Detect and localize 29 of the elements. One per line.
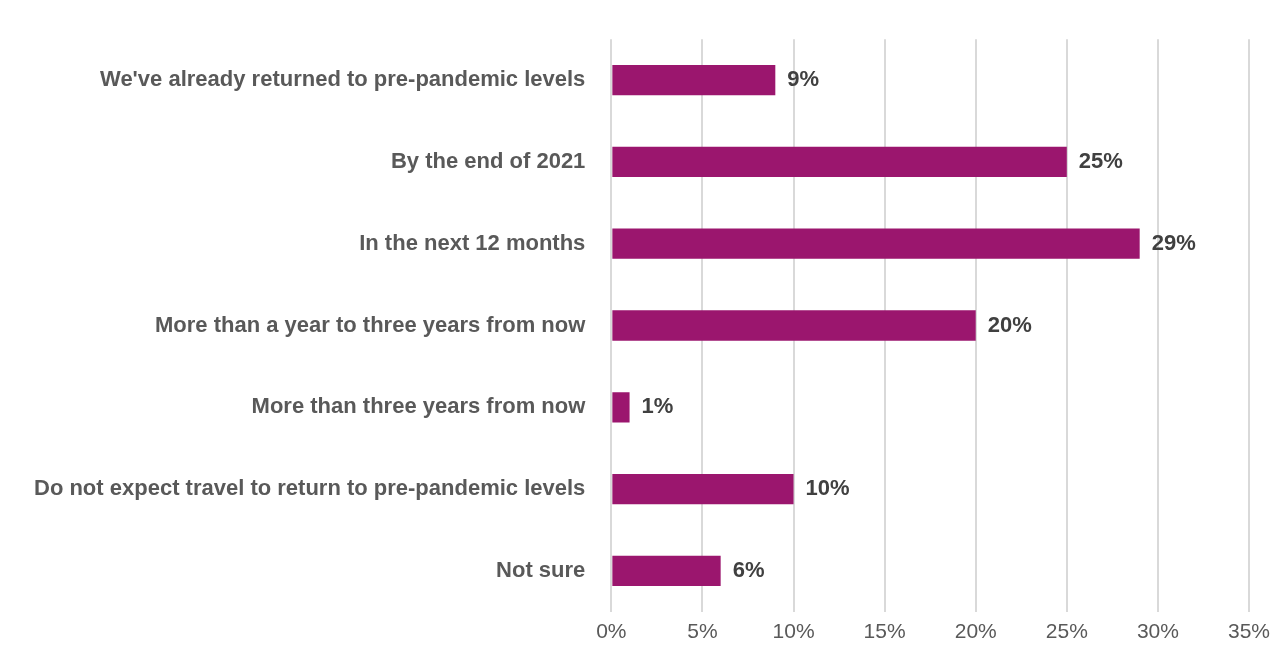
x-tick-label: 25% [1045, 619, 1088, 643]
data-label: 9% [787, 66, 820, 92]
data-label: 1% [641, 393, 674, 419]
x-tick-label: 20% [954, 619, 997, 643]
bar [612, 146, 1067, 178]
y-tick-label: More than three years from now [251, 393, 587, 419]
bar [612, 64, 776, 96]
y-tick-label: More than a year to three years from now [155, 311, 587, 337]
y-tick-label: By the end of 2021 [390, 147, 586, 173]
y-tick-label: We've already returned to pre-pandemic levels [100, 66, 586, 92]
bar [612, 473, 794, 505]
data-label: 29% [1151, 229, 1196, 255]
x-tick-label: 5% [687, 619, 718, 643]
x-tick-label: 30% [1136, 619, 1179, 643]
data-label: 25% [1078, 147, 1123, 173]
y-tick-label: Do not expect travel to return to pre-pandemic levels [33, 475, 586, 501]
x-tick-label: 35% [1227, 619, 1270, 643]
data-label: 10% [805, 475, 850, 501]
data-label: 6% [732, 556, 765, 582]
bar [612, 310, 976, 341]
data-label: 20% [987, 311, 1032, 337]
bar [612, 392, 630, 423]
x-tick-label: 15% [863, 619, 906, 643]
bar [612, 555, 721, 587]
x-tick-label: 0% [596, 619, 627, 643]
x-tick-label: 10% [772, 619, 815, 643]
y-tick-label: Not sure [496, 556, 586, 582]
bar [612, 228, 1140, 259]
y-tick-label: In the next 12 months [359, 229, 586, 255]
